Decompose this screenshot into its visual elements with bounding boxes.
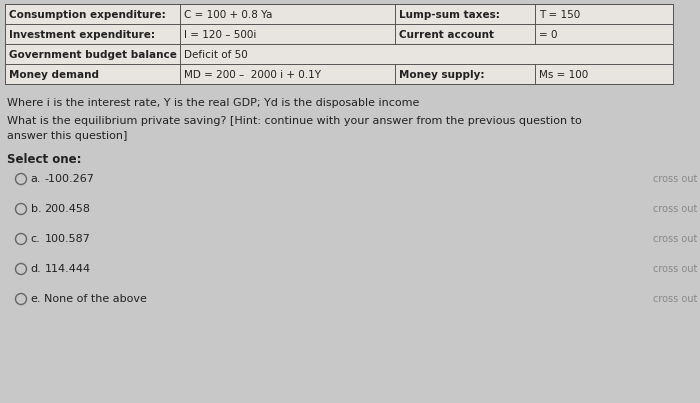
Text: cross out: cross out: [652, 234, 697, 244]
Bar: [5, 4, 673, 84]
Text: Government budget balance: Government budget balance: [9, 50, 177, 60]
Text: T = 150: T = 150: [539, 10, 580, 19]
Text: None of the above: None of the above: [45, 294, 148, 304]
Text: a.: a.: [31, 174, 41, 184]
Text: cross out: cross out: [652, 204, 697, 214]
Text: 100.587: 100.587: [45, 234, 90, 244]
Text: Investment expenditure:: Investment expenditure:: [9, 29, 155, 39]
Text: C = 100 + 0.8 Ya: C = 100 + 0.8 Ya: [184, 10, 272, 19]
Text: 200.458: 200.458: [45, 204, 90, 214]
Text: Ms = 100: Ms = 100: [539, 69, 588, 79]
Text: What is the equilibrium private saving? [Hint: continue with your answer from th: What is the equilibrium private saving? …: [7, 116, 582, 126]
Text: b.: b.: [31, 204, 41, 214]
Text: I = 120 – 500i: I = 120 – 500i: [184, 29, 256, 39]
Text: Deficit of 50: Deficit of 50: [184, 50, 248, 60]
Text: cross out: cross out: [652, 294, 697, 304]
Text: Select one:: Select one:: [7, 153, 81, 166]
Text: c.: c.: [31, 234, 41, 244]
Text: -100.267: -100.267: [45, 174, 94, 184]
Text: Money supply:: Money supply:: [399, 69, 484, 79]
Text: MD = 200 –  2000 i + 0.1Y: MD = 200 – 2000 i + 0.1Y: [184, 69, 321, 79]
Text: Where i is the interest rate, Y is the real GDP; Yd is the disposable income: Where i is the interest rate, Y is the r…: [7, 98, 419, 108]
Text: Current account: Current account: [399, 29, 494, 39]
Text: Money demand: Money demand: [9, 69, 99, 79]
Text: d.: d.: [31, 264, 41, 274]
Text: answer this question]: answer this question]: [7, 131, 127, 141]
Text: 114.444: 114.444: [45, 264, 90, 274]
Text: = 0: = 0: [539, 29, 557, 39]
Bar: [5, 4, 673, 84]
Text: e.: e.: [31, 294, 41, 304]
Text: cross out: cross out: [652, 264, 697, 274]
Text: cross out: cross out: [652, 174, 697, 184]
Text: Consumption expenditure:: Consumption expenditure:: [9, 10, 166, 19]
Text: Lump-sum taxes:: Lump-sum taxes:: [399, 10, 500, 19]
